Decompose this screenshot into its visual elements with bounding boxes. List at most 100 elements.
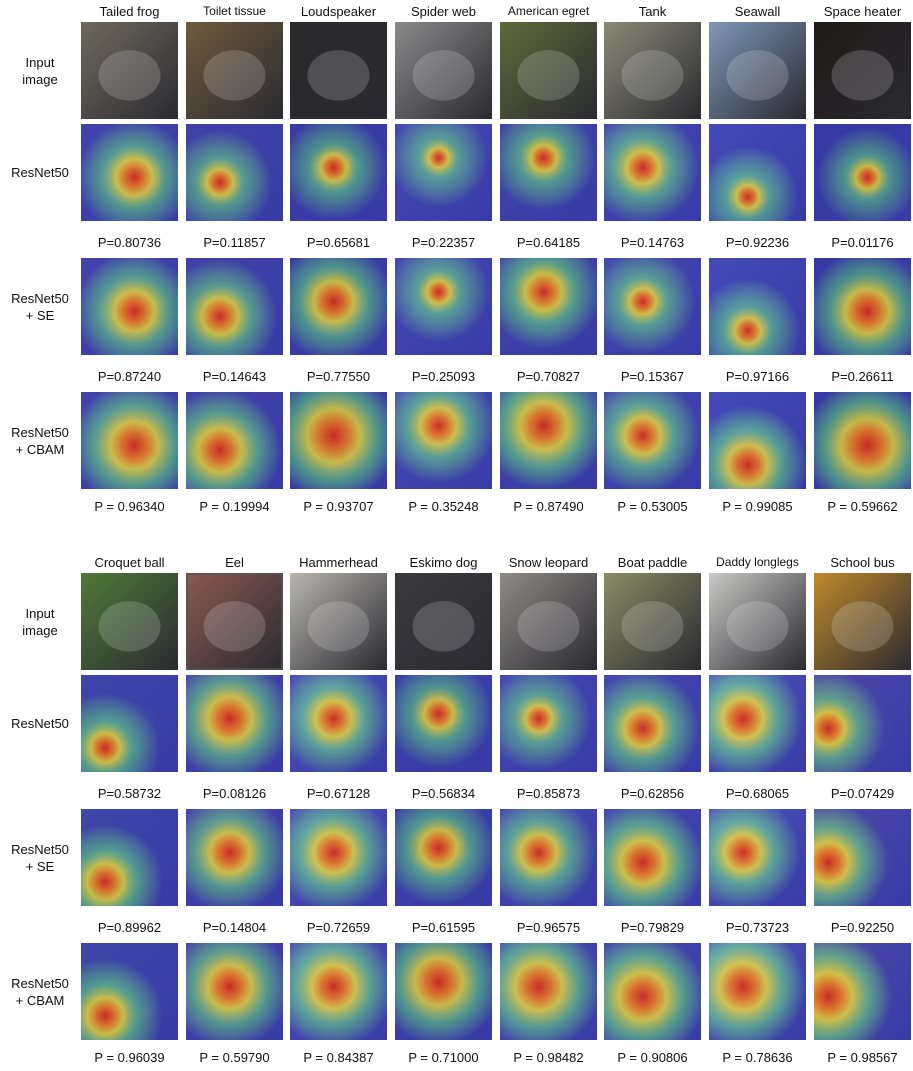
class-name: Toilet tissue bbox=[203, 4, 266, 18]
probability-label: P=0.14643 bbox=[202, 369, 267, 384]
probability-label: P=0.14804 bbox=[202, 920, 267, 935]
probability-label: P=0.85873 bbox=[516, 786, 581, 801]
probability-label: P = 0.98567 bbox=[827, 1050, 898, 1065]
input-image bbox=[290, 22, 387, 119]
attention-heatmap bbox=[395, 392, 492, 489]
probability-label: P=0.56834 bbox=[411, 786, 476, 801]
input-image bbox=[604, 573, 701, 670]
probability-label: P=0.97166 bbox=[725, 369, 790, 384]
attention-heatmap bbox=[500, 675, 597, 772]
probability-label: P=0.15367 bbox=[620, 369, 685, 384]
input-image bbox=[814, 22, 911, 119]
probability-label: P = 0.99085 bbox=[722, 499, 793, 514]
input-image bbox=[709, 22, 806, 119]
probability-label: P = 0.35248 bbox=[408, 499, 479, 514]
attention-heatmap bbox=[604, 809, 701, 906]
probability-label: P=0.07429 bbox=[830, 786, 895, 801]
probability-label: P = 0.90806 bbox=[617, 1050, 688, 1065]
probability-label: P=0.58732 bbox=[97, 786, 162, 801]
attention-heatmap bbox=[395, 943, 492, 1040]
probability-label: P=0.26611 bbox=[831, 369, 894, 384]
input-image bbox=[395, 573, 492, 670]
row-label: Input image bbox=[22, 605, 58, 638]
probability-label: P=0.65681 bbox=[306, 235, 371, 250]
input-image bbox=[814, 573, 911, 670]
row-label: ResNet50 + CBAM bbox=[11, 424, 69, 457]
attention-heatmap bbox=[186, 675, 283, 772]
class-name: Tailed frog bbox=[99, 4, 160, 19]
attention-heatmap bbox=[604, 675, 701, 772]
probability-label: P=0.11857 bbox=[203, 235, 266, 250]
probability-label: P=0.67128 bbox=[306, 786, 371, 801]
attention-heatmap bbox=[604, 258, 701, 355]
attention-heatmap bbox=[395, 258, 492, 355]
input-image bbox=[81, 573, 178, 670]
attention-heatmap bbox=[186, 392, 283, 489]
attention-heatmap bbox=[395, 124, 492, 221]
probability-label: P=0.72659 bbox=[306, 920, 371, 935]
attention-heatmap bbox=[814, 943, 911, 1040]
attention-heatmap bbox=[500, 809, 597, 906]
class-name: Eskimo dog bbox=[409, 555, 478, 570]
attention-heatmap bbox=[81, 809, 178, 906]
attention-heatmap bbox=[186, 943, 283, 1040]
class-name: Space heater bbox=[823, 4, 902, 19]
row-label: ResNet50 bbox=[11, 165, 69, 180]
class-name: Snow leopard bbox=[508, 555, 589, 570]
row-label: Input image bbox=[22, 54, 58, 87]
attention-heatmap bbox=[500, 943, 597, 1040]
attention-heatmap bbox=[186, 258, 283, 355]
attention-heatmap bbox=[81, 675, 178, 772]
attention-heatmap bbox=[290, 675, 387, 772]
input-image bbox=[81, 22, 178, 119]
attention-heatmap bbox=[814, 124, 911, 221]
class-name: American egret bbox=[507, 4, 590, 18]
probability-label: P=0.01176 bbox=[831, 235, 894, 250]
input-image bbox=[604, 22, 701, 119]
class-name: Loudspeaker bbox=[300, 4, 377, 19]
probability-label: P=0.62856 bbox=[620, 786, 685, 801]
class-name: Hammerhead bbox=[299, 555, 378, 570]
probability-label: P=0.79829 bbox=[620, 920, 685, 935]
attention-heatmap bbox=[290, 943, 387, 1040]
probability-label: P=0.70827 bbox=[516, 369, 581, 384]
attention-heatmap bbox=[709, 392, 806, 489]
probability-label: P = 0.59790 bbox=[199, 1050, 270, 1065]
attention-heatmap bbox=[81, 943, 178, 1040]
probability-label: P=0.68065 bbox=[725, 786, 790, 801]
probability-label: P = 0.84387 bbox=[303, 1050, 374, 1065]
probability-label: P = 0.96340 bbox=[94, 499, 165, 514]
attention-heatmap bbox=[709, 124, 806, 221]
row-label: ResNet50 + SE bbox=[11, 290, 69, 323]
probability-label: P = 0.19994 bbox=[199, 499, 270, 514]
attention-heatmap bbox=[500, 258, 597, 355]
attention-heatmap bbox=[395, 675, 492, 772]
probability-label: P = 0.93707 bbox=[303, 499, 374, 514]
attention-heatmap bbox=[709, 809, 806, 906]
probability-label: P = 0.53005 bbox=[617, 499, 688, 514]
probability-label: P = 0.87490 bbox=[513, 499, 584, 514]
probability-label: P=0.96575 bbox=[516, 920, 581, 935]
class-name: Daddy longlegs bbox=[716, 555, 799, 569]
probability-label: P=0.61595 bbox=[411, 920, 476, 935]
input-image bbox=[395, 22, 492, 119]
row-label: ResNet50 + SE bbox=[11, 841, 69, 874]
probability-label: P=0.77550 bbox=[306, 369, 371, 384]
probability-label: P=0.64185 bbox=[516, 235, 581, 250]
input-image bbox=[186, 22, 283, 119]
attention-heatmap bbox=[290, 809, 387, 906]
probability-label: P=0.87240 bbox=[97, 369, 162, 384]
probability-label: P = 0.71000 bbox=[408, 1050, 479, 1065]
attention-heatmap bbox=[395, 809, 492, 906]
input-image bbox=[186, 573, 283, 670]
input-image bbox=[500, 573, 597, 670]
attention-heatmap bbox=[186, 809, 283, 906]
class-name: Eel bbox=[225, 555, 244, 570]
attention-heatmap bbox=[500, 392, 597, 489]
class-name: Boat paddle bbox=[617, 555, 688, 570]
attention-heatmap bbox=[604, 124, 701, 221]
attention-heatmap bbox=[604, 943, 701, 1040]
attention-heatmap bbox=[81, 392, 178, 489]
attention-heatmap bbox=[186, 124, 283, 221]
